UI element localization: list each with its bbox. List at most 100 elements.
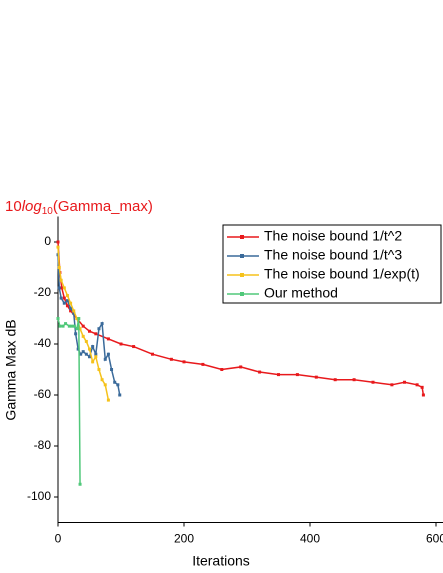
point: [67, 324, 71, 328]
point: [97, 368, 101, 371]
point: [72, 309, 76, 313]
point: [371, 380, 375, 384]
point: [81, 324, 85, 328]
point: [91, 360, 95, 364]
chart-title: 10log10(Gamma_max): [5, 198, 153, 217]
point: [77, 317, 81, 320]
x-tick-label: 400: [300, 532, 320, 546]
point: [103, 383, 107, 387]
point: [78, 482, 82, 486]
y-tick-label: -100: [27, 489, 51, 503]
point: [110, 368, 114, 371]
point: [75, 317, 79, 320]
point: [132, 345, 136, 349]
point: [84, 352, 88, 356]
point: [88, 347, 91, 351]
y-axis-label: Gamma Max dB: [3, 319, 19, 420]
point: [62, 301, 66, 305]
point: [239, 365, 243, 369]
point: [91, 345, 95, 349]
legend-marker: [240, 235, 244, 239]
point: [106, 352, 110, 356]
title-part: (Gamma_max): [53, 198, 153, 215]
point: [106, 398, 110, 402]
point: [57, 266, 61, 269]
point: [390, 383, 394, 387]
point: [151, 352, 154, 356]
point: [94, 355, 98, 359]
point: [56, 245, 60, 249]
point: [56, 317, 60, 320]
point: [352, 378, 356, 382]
point: [333, 378, 337, 382]
legend-label: The noise bound 1/t^2: [264, 228, 402, 244]
point: [61, 324, 65, 328]
point: [94, 352, 98, 356]
point: [81, 334, 85, 338]
legend-label: Our method: [264, 285, 338, 301]
y-tick-label: -60: [34, 387, 52, 401]
point: [60, 286, 64, 290]
legend-marker: [240, 273, 244, 277]
point: [421, 393, 425, 397]
point: [69, 301, 73, 305]
point: [84, 339, 88, 343]
point: [258, 370, 262, 374]
point: [65, 294, 69, 298]
point: [65, 299, 69, 303]
x-tick-label: 0: [55, 532, 62, 546]
point: [100, 322, 104, 326]
point: [116, 383, 120, 387]
y-tick-label: -40: [34, 336, 52, 350]
point: [106, 337, 110, 341]
title-part: log: [22, 198, 43, 215]
point: [70, 324, 74, 328]
point: [75, 327, 79, 331]
legend-box: [222, 224, 442, 304]
point: [57, 286, 61, 290]
point: [201, 362, 205, 366]
point: [59, 278, 63, 282]
point: [58, 324, 62, 328]
title-part: 10: [42, 206, 54, 217]
point: [314, 375, 318, 379]
legend-marker: [240, 292, 244, 296]
point: [118, 393, 122, 397]
point: [94, 332, 98, 336]
legend-marker: [240, 254, 244, 258]
point: [169, 357, 173, 361]
point: [420, 385, 424, 389]
point: [78, 327, 82, 331]
title-part: 10: [5, 198, 22, 215]
point: [72, 311, 76, 315]
point: [74, 332, 78, 336]
point: [88, 329, 91, 333]
point: [81, 350, 85, 354]
point: [76, 347, 80, 351]
y-tick-label: 0: [44, 234, 51, 248]
point: [79, 352, 83, 356]
point: [119, 342, 123, 346]
point: [72, 324, 76, 328]
point: [295, 373, 299, 377]
point: [103, 357, 107, 361]
point: [403, 380, 406, 384]
legend-label: The noise bound 1/t^3: [264, 247, 402, 263]
point: [62, 296, 66, 300]
point: [220, 368, 224, 371]
x-axis-label: Iterations: [192, 553, 250, 569]
point: [97, 327, 101, 331]
y-tick-label: -20: [34, 285, 52, 299]
legend-label: The noise bound 1/exp(t): [264, 266, 420, 282]
x-tick-label: 200: [174, 532, 194, 546]
x-tick-label: 600: [426, 532, 443, 546]
point: [56, 240, 60, 244]
point: [69, 306, 73, 310]
point: [64, 322, 68, 326]
point: [182, 360, 186, 364]
point: [69, 309, 73, 313]
point: [59, 296, 63, 300]
point: [65, 304, 69, 308]
point: [100, 378, 104, 382]
